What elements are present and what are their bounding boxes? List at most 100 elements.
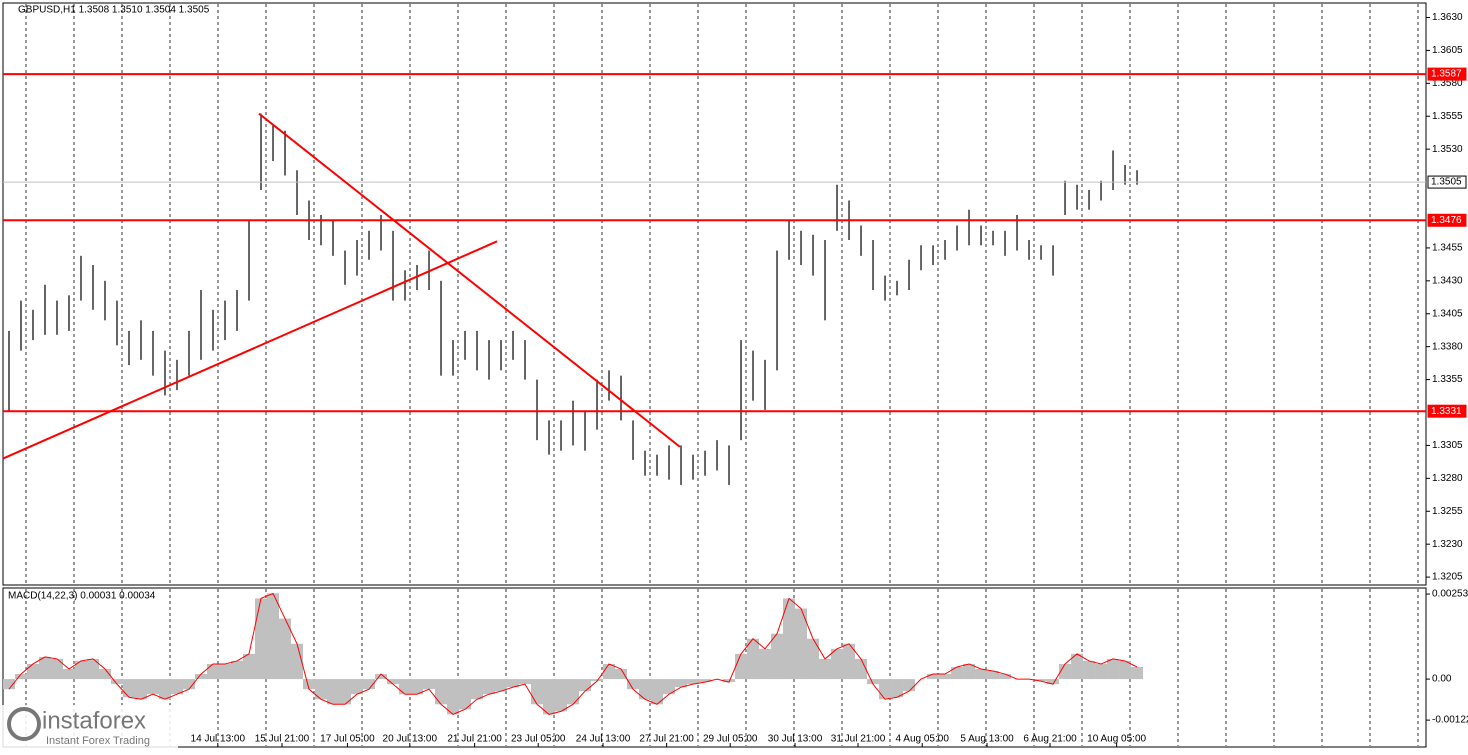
y-tick-label: 1.3630 (1432, 12, 1463, 23)
x-tick-label: 24 Jul 13:00 (576, 734, 631, 745)
y-tick-label: 1.3380 (1432, 341, 1463, 352)
macd-title: MACD(14,22,3) 0.00031 0.00034 (8, 591, 156, 602)
macd-bar (387, 679, 400, 685)
y-tick-label: 1.3205 (1432, 572, 1463, 583)
macd-bar (1047, 679, 1060, 685)
macd-bar (663, 679, 676, 695)
x-tick-label: 14 Jul 13:00 (191, 734, 246, 745)
macd-bar (1119, 660, 1132, 680)
macd-bar (879, 679, 892, 700)
macd-bar (687, 679, 700, 685)
macd-bar (27, 663, 40, 680)
macd-bar (771, 633, 784, 680)
macd-bar (831, 648, 844, 680)
x-tick-label: 31 Jul 21:00 (831, 734, 886, 745)
macd-bar (567, 679, 580, 705)
x-tick-label: 10 Aug 05:00 (1087, 734, 1146, 745)
x-tick-label: 17 Jul 05:00 (320, 734, 375, 745)
macd-bar (375, 674, 388, 680)
x-tick-label: 6 Aug 21:00 (1023, 734, 1077, 745)
macd-bar (207, 663, 220, 680)
macd-bar (339, 679, 352, 705)
x-tick-label: 15 Jul 21:00 (255, 734, 310, 745)
y-tick-label: 1.3555 (1432, 111, 1463, 122)
macd-bar (87, 658, 100, 680)
macd-bar (159, 679, 172, 700)
y-tick-label: -0.00122 (1432, 715, 1468, 726)
macd-bar (471, 679, 484, 700)
macd-bar (75, 660, 88, 680)
macd-bar (951, 666, 964, 680)
x-tick-label: 30 Jul 13:00 (768, 734, 823, 745)
y-tick-label: 1.3305 (1432, 440, 1463, 451)
y-tick-label: 1.3430 (1432, 275, 1463, 286)
macd-bar (267, 593, 280, 680)
macd-bar (819, 658, 832, 680)
trendline (258, 112, 681, 448)
macd-bar (183, 679, 196, 690)
macd-bar (1131, 666, 1144, 680)
x-tick-label: 23 Jul 05:00 (511, 734, 566, 745)
macd-bar (147, 679, 160, 695)
macd-bar (867, 679, 880, 685)
macd-bar (303, 679, 316, 690)
macd-bar (795, 608, 808, 680)
macd-bar (327, 679, 340, 705)
macd-bar (219, 663, 232, 680)
macd-bar (435, 679, 448, 705)
y-tick-label: 1.3405 (1432, 308, 1463, 319)
y-tick-label: 1.3580 (1432, 78, 1463, 89)
y-tick-label: 1.3455 (1432, 243, 1463, 254)
macd-bar (987, 671, 1000, 680)
x-tick-label: 5 Aug 13:00 (960, 734, 1014, 745)
y-tick-label: 1.3355 (1432, 374, 1463, 385)
macd-bar (807, 638, 820, 680)
macd-bar (447, 679, 460, 715)
level-label-bg (1427, 67, 1467, 81)
macd-bar (759, 648, 772, 680)
macd-bar (855, 658, 868, 680)
macd-bar (1035, 679, 1048, 682)
x-tick-label: 20 Jul 13:00 (383, 734, 438, 745)
logo-brand: instaforex (42, 707, 146, 734)
y-tick-label: 1.3255 (1432, 506, 1463, 517)
x-tick-label: 21 Jul 21:00 (447, 734, 502, 745)
macd-bar (651, 679, 664, 705)
macd-bar (1083, 660, 1096, 680)
macd-bar (531, 679, 544, 705)
level-label-bg (1427, 404, 1467, 418)
macd-bar (519, 679, 532, 685)
macd-bar (975, 669, 988, 680)
macd-bar (507, 679, 520, 688)
macd-bar (735, 653, 748, 680)
macd-bar (963, 663, 976, 680)
macd-bar (903, 679, 916, 692)
macd-bar (111, 679, 124, 685)
macd-bar (315, 679, 328, 700)
macd-bar (723, 679, 736, 683)
logo-tagline: Instant Forex Trading (46, 735, 150, 747)
macd-bar (591, 679, 604, 682)
macd-bar (1071, 653, 1084, 680)
macd-bar (783, 598, 796, 680)
macd-bar (483, 679, 496, 695)
macd-bar (615, 669, 628, 680)
macd-bar (843, 643, 856, 680)
price-panel (2, 2, 1427, 586)
trendline (2, 240, 498, 460)
macd-bar (363, 679, 376, 690)
macd-bar (99, 669, 112, 680)
macd-bar (243, 653, 256, 680)
macd-bar (891, 679, 904, 698)
macd-bar (1107, 658, 1120, 680)
y-tick-label: 0.00 (1432, 674, 1452, 685)
y-tick-label: 1.3280 (1432, 473, 1463, 484)
macd-bar (747, 638, 760, 680)
macd-bar (927, 674, 940, 680)
macd-line (8, 592, 1138, 715)
level-label: 1.3587 (1431, 69, 1462, 80)
macd-bar (63, 669, 76, 680)
macd-bar (579, 679, 592, 692)
